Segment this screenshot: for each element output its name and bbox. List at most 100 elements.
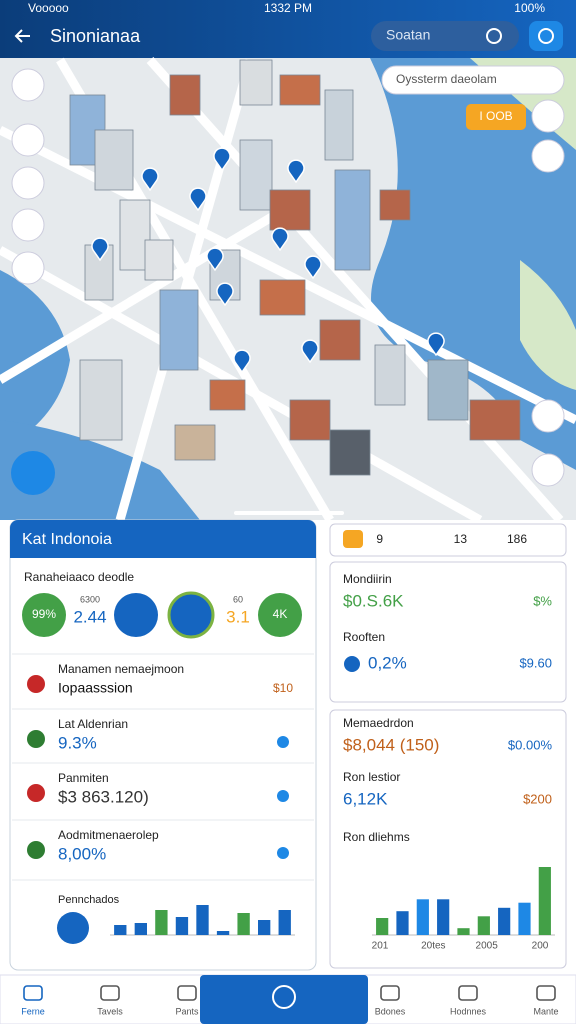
map-tool-button[interactable] xyxy=(531,99,565,133)
building xyxy=(259,279,306,316)
stat-value: 99% xyxy=(32,607,56,621)
toolbar-value: 186 xyxy=(507,532,527,546)
x-tick-label: 201 xyxy=(372,941,389,952)
locate-button[interactable] xyxy=(529,21,563,51)
bar xyxy=(416,899,429,935)
map-tool-button[interactable] xyxy=(11,166,45,200)
building xyxy=(329,429,371,476)
chart-icon xyxy=(57,912,89,944)
nav-center-icon xyxy=(272,985,296,1009)
bar xyxy=(477,916,490,935)
carrier: Vooooo xyxy=(28,1,69,15)
search-box[interactable] xyxy=(371,21,519,51)
nav-center[interactable] xyxy=(200,975,368,1024)
stat-sub: 60 xyxy=(233,594,243,604)
bar xyxy=(134,923,147,935)
map-button[interactable] xyxy=(466,104,526,130)
app-title: Sinonianaa xyxy=(50,26,141,46)
map-search[interactable] xyxy=(381,65,565,95)
stat-value: 3.1 xyxy=(226,607,250,626)
card-extra: $9.60 xyxy=(519,655,552,670)
map-pin xyxy=(271,227,289,252)
nav-label[interactable]: Bdones xyxy=(375,1006,406,1016)
map-action-button[interactable] xyxy=(11,451,55,495)
building xyxy=(79,359,123,441)
map-pin xyxy=(141,167,159,192)
nav-label[interactable]: Pants xyxy=(175,1006,199,1016)
map-tool-button[interactable] xyxy=(531,399,565,433)
card-value: 0,2% xyxy=(368,653,407,672)
building xyxy=(289,399,331,441)
map-pin xyxy=(189,187,207,212)
bar xyxy=(457,928,470,935)
map-pin xyxy=(301,339,319,364)
building xyxy=(334,169,371,271)
map-tool-button[interactable] xyxy=(11,208,45,242)
bar xyxy=(518,902,531,935)
row-title: Lat Aldenrian xyxy=(58,717,128,731)
row-extra: $10 xyxy=(273,681,293,695)
bar xyxy=(538,867,551,935)
nav-icon[interactable] xyxy=(23,985,43,1001)
map-tool-button[interactable] xyxy=(531,139,565,173)
map-tool-button[interactable] xyxy=(11,123,45,157)
row-value: 9.3% xyxy=(58,733,97,752)
card-value: $0.S.6K xyxy=(343,591,404,610)
bar xyxy=(278,910,291,935)
building xyxy=(469,399,521,441)
stat-sub: 6300 xyxy=(80,594,100,604)
nav-icon[interactable] xyxy=(100,985,120,1001)
building xyxy=(279,74,321,106)
nav-label[interactable]: Tavels xyxy=(97,1006,123,1016)
card-icon xyxy=(344,656,360,672)
water xyxy=(370,58,576,470)
battery: 100% xyxy=(514,1,545,15)
nav-label[interactable]: Ferne xyxy=(21,1006,45,1016)
map-tool-button[interactable] xyxy=(11,68,45,102)
map-pin xyxy=(216,282,234,307)
x-tick-label: 200 xyxy=(532,941,549,952)
nav-icon[interactable] xyxy=(177,985,197,1001)
road xyxy=(146,57,564,523)
map-pin xyxy=(91,237,109,262)
left-panel-title: Kat Indonoia xyxy=(22,531,112,548)
row-dot xyxy=(277,790,289,802)
nav-label[interactable]: Mante xyxy=(533,1006,558,1016)
stat-value: 2.44 xyxy=(73,607,106,626)
nav-icon[interactable] xyxy=(536,985,556,1001)
row-icon xyxy=(27,841,45,859)
bar xyxy=(216,931,230,935)
card-title: Mondiirin xyxy=(343,572,392,586)
toolbar-icon xyxy=(343,530,363,548)
nav-icon[interactable] xyxy=(458,985,478,1001)
stat-circle xyxy=(114,593,158,637)
back-button[interactable] xyxy=(14,29,30,43)
building xyxy=(209,379,246,411)
nav-label[interactable]: Hodnnes xyxy=(450,1006,487,1016)
card-value: $8,044 (150) xyxy=(343,735,439,754)
building xyxy=(159,289,199,371)
map[interactable] xyxy=(0,57,576,524)
building xyxy=(324,89,354,161)
row-title: Panmiten xyxy=(58,771,109,785)
chart-title: Ron dliehms xyxy=(343,830,410,844)
card-extra: $0.00% xyxy=(508,737,553,752)
building xyxy=(144,239,174,281)
bar xyxy=(196,905,209,935)
row-value: 8,00% xyxy=(58,844,106,863)
handle xyxy=(234,511,344,515)
card-title: Memaedrdon xyxy=(343,716,414,730)
bar xyxy=(237,913,250,935)
nav-icon[interactable] xyxy=(380,985,400,1001)
map-tool-button[interactable] xyxy=(11,251,45,285)
building xyxy=(374,344,406,406)
stat-circle xyxy=(167,591,215,639)
building xyxy=(174,424,216,461)
map-pin xyxy=(304,255,322,280)
map-pin xyxy=(233,349,251,374)
park xyxy=(520,260,576,390)
building xyxy=(239,139,273,211)
map-tool-button[interactable] xyxy=(531,453,565,487)
